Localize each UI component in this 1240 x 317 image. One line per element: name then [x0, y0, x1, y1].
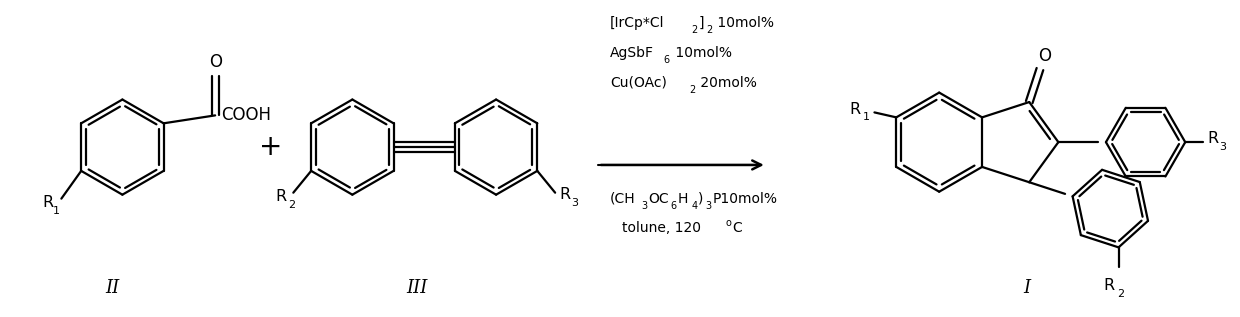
Text: 3: 3 [572, 197, 579, 208]
Text: R: R [559, 187, 570, 202]
Text: Cu(OAc): Cu(OAc) [610, 76, 667, 90]
Text: III: III [407, 279, 428, 297]
Text: 2: 2 [707, 25, 713, 35]
Text: R: R [1208, 131, 1219, 146]
Text: 1: 1 [863, 112, 870, 122]
Text: 1: 1 [53, 205, 60, 216]
Text: 2: 2 [689, 85, 696, 94]
Text: +: + [259, 133, 283, 161]
Text: 20mol%: 20mol% [697, 76, 758, 90]
Text: 6: 6 [663, 55, 670, 65]
Text: R: R [849, 102, 861, 117]
Text: 2: 2 [1117, 289, 1125, 299]
Text: H: H [677, 192, 688, 206]
Text: 10mol%: 10mol% [671, 46, 732, 60]
Text: 4: 4 [692, 201, 697, 210]
Text: I: I [1023, 279, 1030, 297]
Text: 3: 3 [706, 201, 712, 210]
Text: C: C [732, 221, 742, 236]
Text: COOH: COOH [221, 107, 272, 124]
Text: o: o [725, 218, 730, 229]
Text: O: O [1038, 47, 1050, 65]
Text: [IrCp*Cl: [IrCp*Cl [610, 16, 665, 30]
Text: O: O [208, 53, 222, 71]
Text: OC: OC [649, 192, 670, 206]
Text: R: R [42, 195, 53, 210]
Text: ): ) [698, 192, 703, 206]
Text: 3: 3 [642, 201, 649, 210]
Text: tolune, 120: tolune, 120 [622, 221, 701, 236]
Text: 2: 2 [288, 200, 295, 210]
Text: 2: 2 [692, 25, 698, 35]
Text: II: II [105, 279, 119, 297]
Text: 3: 3 [1219, 142, 1226, 152]
Text: ]: ] [698, 16, 704, 30]
Text: AgSbF: AgSbF [610, 46, 653, 60]
Text: P10mol%: P10mol% [712, 192, 777, 206]
Text: R: R [275, 189, 286, 204]
Text: 10mol%: 10mol% [713, 16, 774, 30]
Text: 6: 6 [671, 201, 677, 210]
Text: (CH: (CH [610, 192, 636, 206]
Text: R: R [1104, 278, 1115, 293]
